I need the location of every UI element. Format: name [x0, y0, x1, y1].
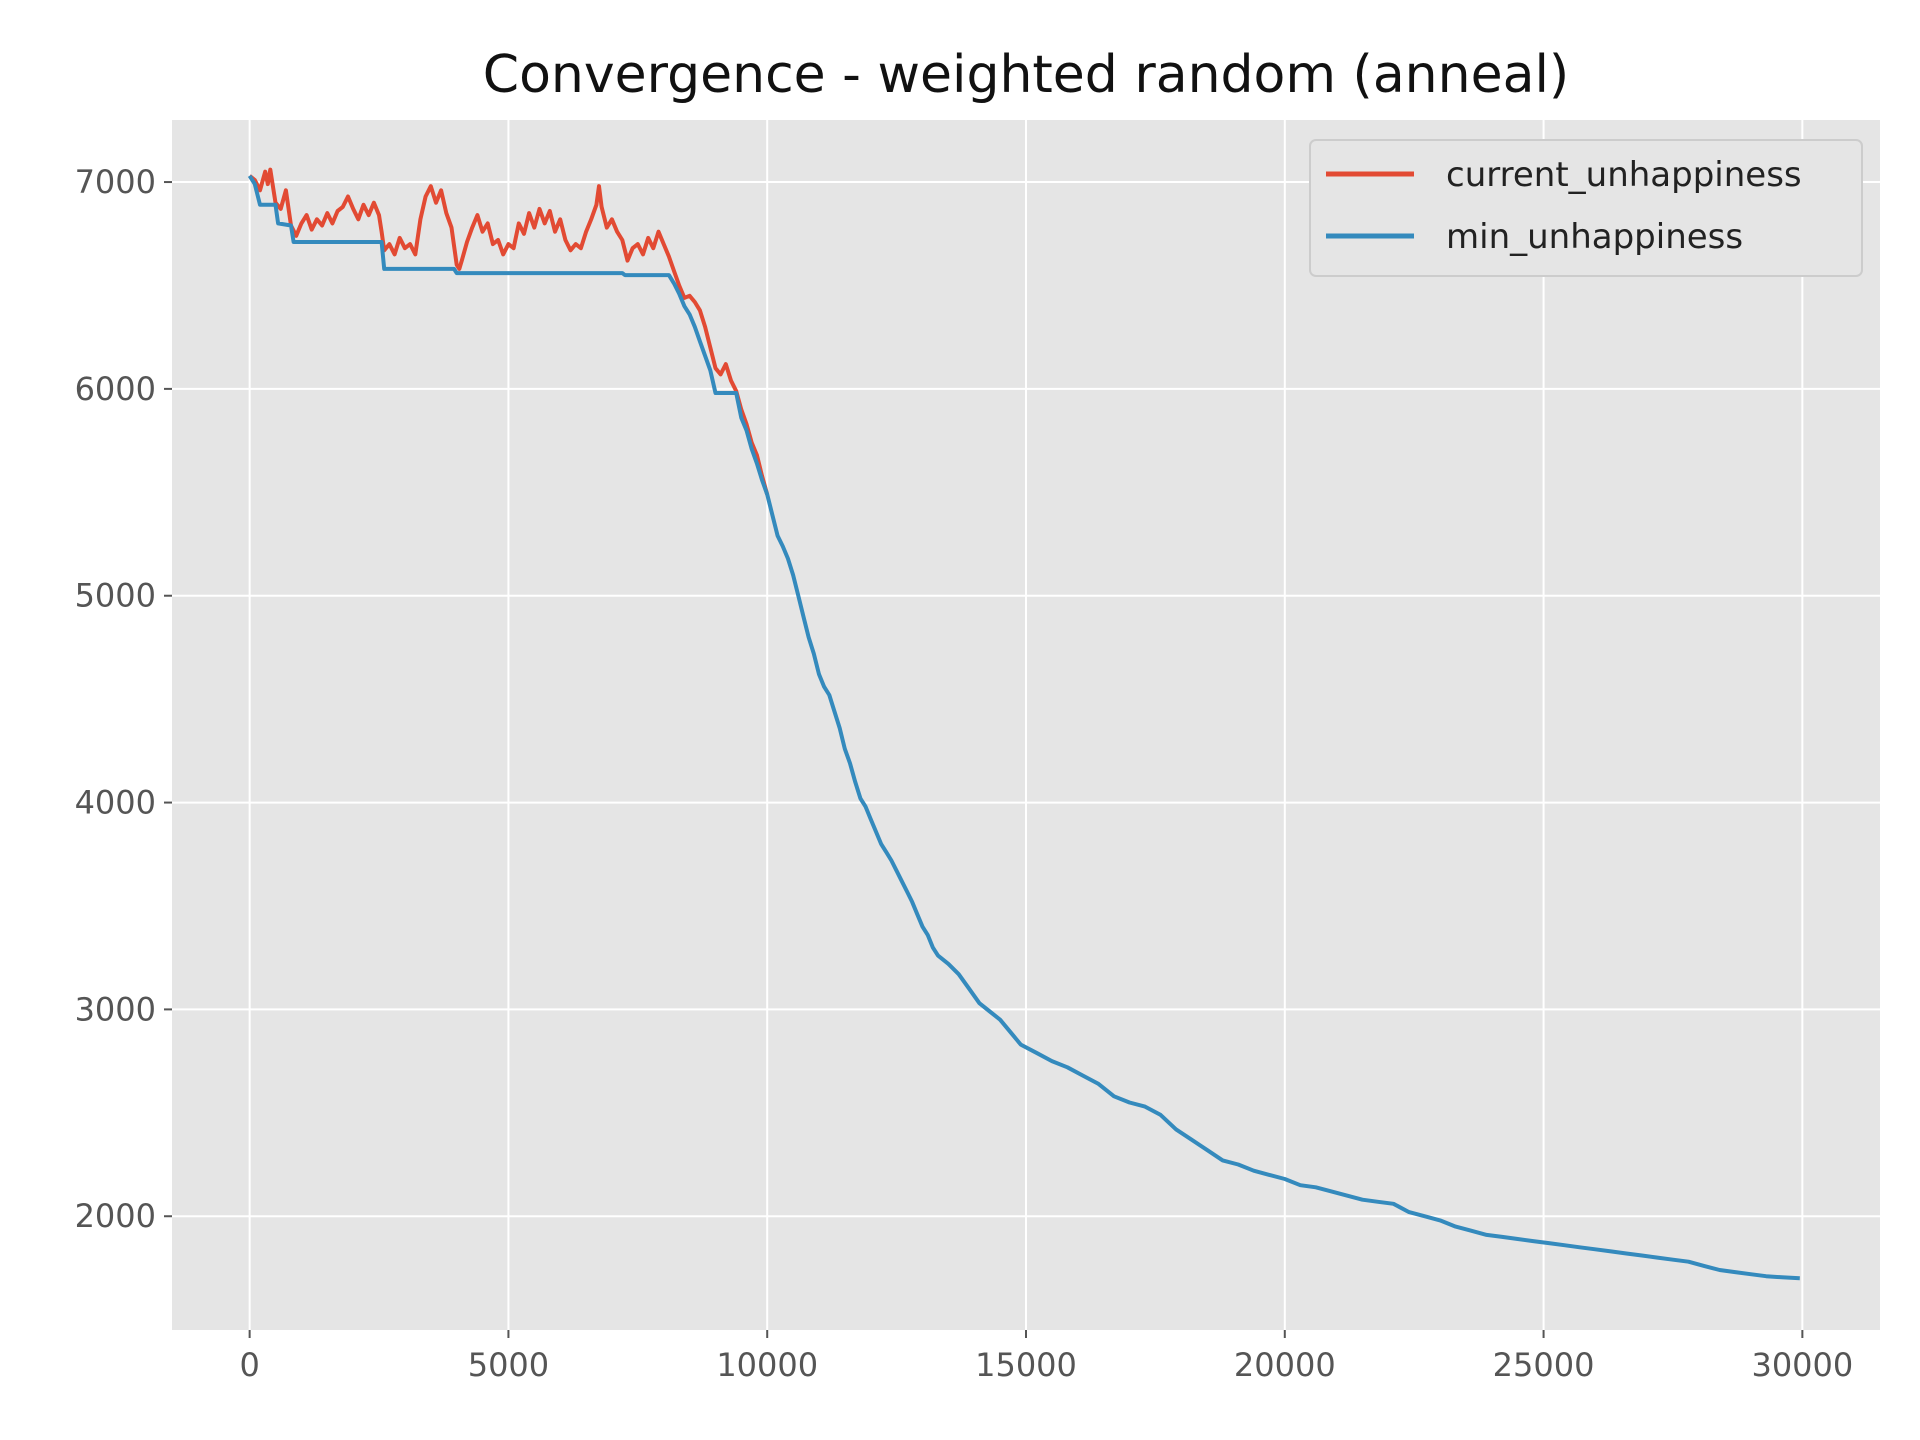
y-tick-label: 7000 [75, 163, 156, 201]
tick-labels: 0 5000 10000 15000 20000 25000 30000 2000 3000 40… [75, 163, 1854, 1384]
grid [172, 120, 1880, 1330]
x-tick-label: 25000 [1493, 1346, 1595, 1384]
legend-label-current: current_unhappiness [1446, 155, 1802, 195]
x-tick-label: 20000 [1234, 1346, 1336, 1384]
y-tick-label: 5000 [75, 577, 156, 615]
x-tick-label: 15000 [975, 1346, 1077, 1384]
x-tick-label: 10000 [716, 1346, 818, 1384]
x-tick-label: 5000 [468, 1346, 549, 1384]
y-tick-label: 3000 [75, 990, 156, 1028]
x-tick-label: 30000 [1751, 1346, 1853, 1384]
legend: current_unhappiness min_unhappiness [1309, 139, 1863, 277]
x-tick-label: 0 [239, 1346, 259, 1384]
y-tick-label: 6000 [75, 370, 156, 408]
chart-title: Convergence - weighted random (anneal) [483, 45, 1569, 105]
y-tick-label: 4000 [75, 784, 156, 822]
series-line-min-unhappiness [247, 174, 1800, 1281]
legend-box [1309, 139, 1863, 277]
series-lines [247, 167, 1800, 1281]
y-tick-label: 2000 [75, 1197, 156, 1235]
series-line-current-unhappiness [248, 167, 770, 495]
legend-label-min: min_unhappiness [1446, 217, 1743, 257]
